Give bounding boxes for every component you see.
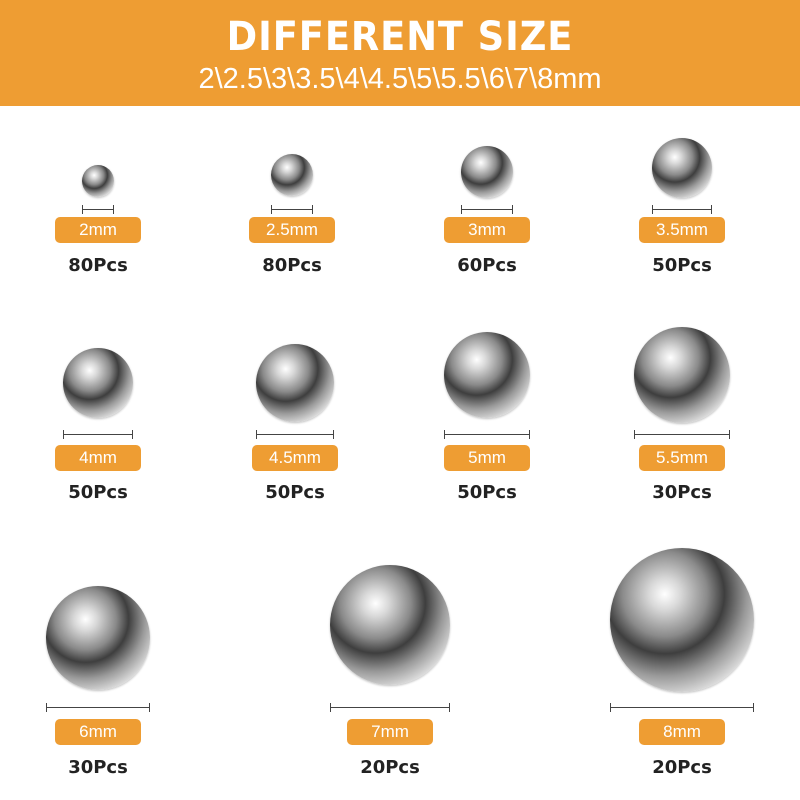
- dimension-arrow: [634, 430, 730, 439]
- count-label: 60Pcs: [457, 255, 517, 276]
- dimension-arrow: [652, 205, 712, 214]
- dimension-arrow: [46, 703, 150, 712]
- size-label: 7mm: [347, 719, 433, 745]
- size-label: 2mm: [55, 217, 141, 243]
- count-label: 30Pcs: [652, 482, 712, 503]
- size-label: 4mm: [55, 445, 141, 471]
- steel-ball: [634, 327, 730, 423]
- dimension-arrow: [63, 430, 133, 439]
- count-label: 50Pcs: [652, 255, 712, 276]
- subtitle: 2\2.5\3\3.5\4\4.5\5\5.5\6\7\8mm: [198, 63, 602, 95]
- size-label: 5.5mm: [639, 445, 725, 471]
- count-label: 50Pcs: [265, 482, 325, 503]
- steel-ball: [271, 154, 313, 196]
- dimension-arrow: [444, 430, 530, 439]
- count-label: 80Pcs: [68, 255, 128, 276]
- count-label: 20Pcs: [360, 757, 420, 778]
- steel-ball: [652, 138, 712, 198]
- steel-ball: [330, 565, 450, 685]
- dimension-arrow: [82, 205, 114, 214]
- dimension-arrow: [461, 205, 513, 214]
- dimension-arrow: [610, 703, 754, 712]
- steel-ball: [63, 348, 133, 418]
- steel-ball: [444, 332, 530, 418]
- steel-ball: [256, 344, 334, 422]
- count-label: 50Pcs: [68, 482, 128, 503]
- steel-ball: [461, 146, 513, 198]
- dimension-arrow: [330, 703, 450, 712]
- size-label: 8mm: [639, 719, 725, 745]
- size-label: 3mm: [444, 217, 530, 243]
- steel-ball: [610, 548, 754, 692]
- steel-ball: [82, 165, 114, 197]
- size-label: 4.5mm: [252, 445, 338, 471]
- count-label: 50Pcs: [457, 482, 517, 503]
- size-label: 3.5mm: [639, 217, 725, 243]
- count-label: 80Pcs: [262, 255, 322, 276]
- header-banner: DIFFERENT SIZE 2\2.5\3\3.5\4\4.5\5\5.5\6…: [0, 0, 800, 106]
- count-label: 20Pcs: [652, 757, 712, 778]
- dimension-arrow: [271, 205, 313, 214]
- size-label: 2.5mm: [249, 217, 335, 243]
- size-label: 5mm: [444, 445, 530, 471]
- dimension-arrow: [256, 430, 334, 439]
- title: DIFFERENT SIZE: [226, 14, 574, 60]
- size-label: 6mm: [55, 719, 141, 745]
- count-label: 30Pcs: [68, 757, 128, 778]
- steel-ball: [46, 586, 150, 690]
